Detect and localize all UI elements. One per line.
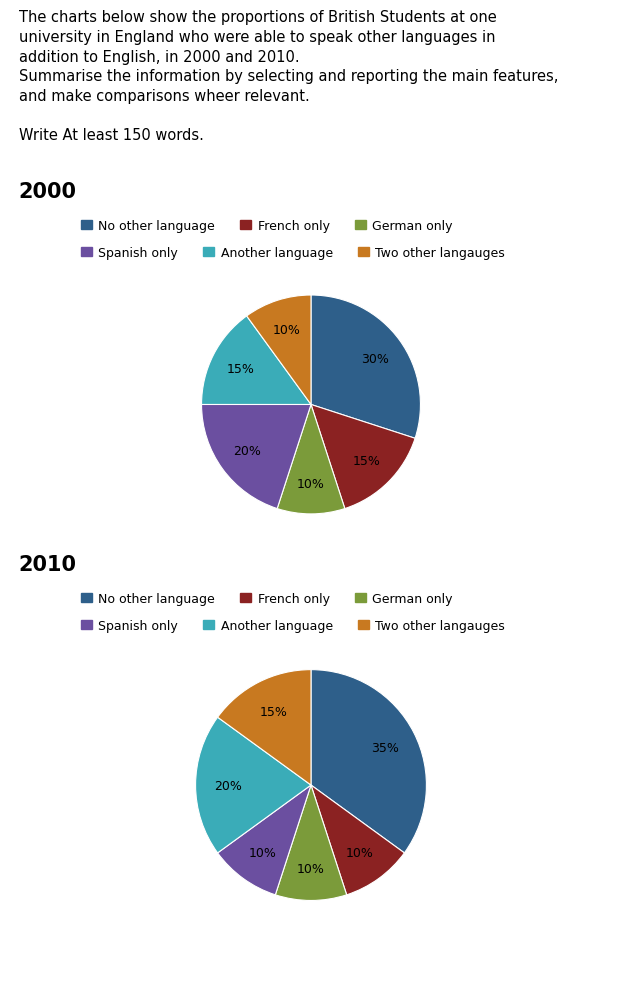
Wedge shape: [218, 670, 311, 785]
Text: 2010: 2010: [19, 554, 77, 575]
Legend: Spanish only, Another language, Two other langauges: Spanish only, Another language, Two othe…: [81, 619, 505, 632]
Text: 15%: 15%: [259, 705, 287, 718]
Text: The charts below show the proportions of British Students at one
university in E: The charts below show the proportions of…: [19, 10, 558, 104]
Wedge shape: [311, 296, 420, 438]
Text: 30%: 30%: [361, 352, 389, 365]
Text: 20%: 20%: [233, 445, 261, 458]
Wedge shape: [247, 296, 311, 406]
Text: 10%: 10%: [297, 477, 325, 490]
Text: 15%: 15%: [353, 454, 381, 467]
Wedge shape: [218, 785, 311, 895]
Legend: Spanish only, Another language, Two other langauges: Spanish only, Another language, Two othe…: [81, 247, 505, 259]
Text: 10%: 10%: [346, 846, 374, 859]
Wedge shape: [311, 406, 415, 509]
Wedge shape: [311, 670, 427, 853]
Text: 2000: 2000: [19, 181, 77, 202]
Text: 10%: 10%: [272, 324, 300, 337]
Text: 35%: 35%: [371, 742, 399, 754]
Wedge shape: [276, 785, 346, 901]
Wedge shape: [202, 317, 311, 406]
Text: 10%: 10%: [248, 846, 276, 859]
Text: 10%: 10%: [297, 862, 325, 875]
Wedge shape: [311, 785, 404, 895]
Legend: No other language, French only, German only: No other language, French only, German o…: [81, 220, 453, 233]
Wedge shape: [202, 405, 311, 509]
Text: Write At least 150 words.: Write At least 150 words.: [19, 128, 203, 143]
Legend: No other language, French only, German only: No other language, French only, German o…: [81, 592, 453, 605]
Text: 20%: 20%: [214, 778, 242, 792]
Text: 15%: 15%: [227, 363, 255, 376]
Wedge shape: [195, 718, 311, 853]
Wedge shape: [277, 406, 345, 515]
